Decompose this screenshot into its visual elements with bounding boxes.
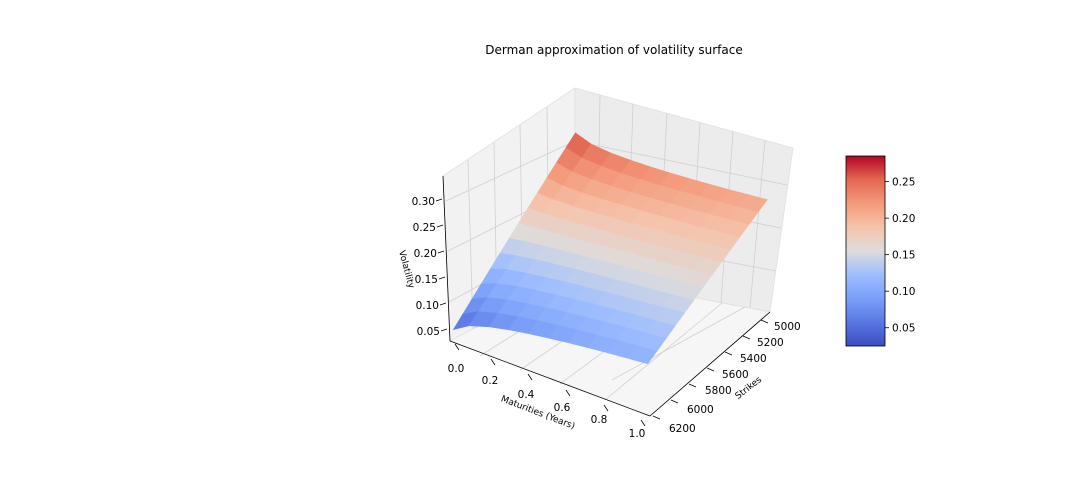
y-tick-label: 5400 bbox=[740, 353, 767, 365]
z-tick-label: 0.30 bbox=[412, 196, 435, 208]
y-tick-label: 5200 bbox=[757, 337, 784, 349]
y-tick-label: 6200 bbox=[669, 423, 696, 435]
x-tick-label: 0.2 bbox=[482, 375, 499, 387]
colorbar-tick-label: 0.25 bbox=[892, 177, 915, 189]
colorbar: 0.05 0.10 0.15 0.20 0.25 bbox=[845, 155, 915, 347]
x-tick-label: 0.6 bbox=[554, 402, 571, 414]
z-tick-label: 0.25 bbox=[413, 222, 436, 234]
chart-title: Derman approximation of volatility surfa… bbox=[485, 43, 743, 57]
colorbar-tick-label: 0.15 bbox=[892, 250, 915, 262]
y-tick-label: 6000 bbox=[687, 404, 714, 416]
z-tick-label: 0.05 bbox=[417, 326, 440, 338]
y-tick-label: 5600 bbox=[722, 369, 749, 381]
colorbar-tick-label: 0.10 bbox=[892, 286, 915, 298]
surface-patch bbox=[627, 345, 658, 365]
y-tick-label: 5800 bbox=[705, 385, 732, 397]
colorbar-tick-label: 0.20 bbox=[892, 213, 915, 225]
z-axis: 0.05 0.10 0.15 0.20 0.25 0.30 Volatility bbox=[396, 175, 451, 342]
x-tick-label: 0.0 bbox=[448, 363, 465, 375]
z-tick-label: 0.20 bbox=[414, 248, 437, 260]
x-tick-label: 0.8 bbox=[591, 414, 608, 426]
colorbar-tick-label: 0.05 bbox=[892, 323, 915, 335]
colorbar-gradient bbox=[845, 155, 886, 347]
x-tick-label: 1.0 bbox=[629, 428, 646, 440]
z-tick-label: 0.15 bbox=[415, 274, 438, 286]
y-tick-label: 5000 bbox=[774, 321, 801, 333]
z-tick-label: 0.10 bbox=[416, 300, 439, 312]
surface bbox=[452, 132, 768, 365]
x-tick-label: 0.4 bbox=[518, 389, 535, 401]
